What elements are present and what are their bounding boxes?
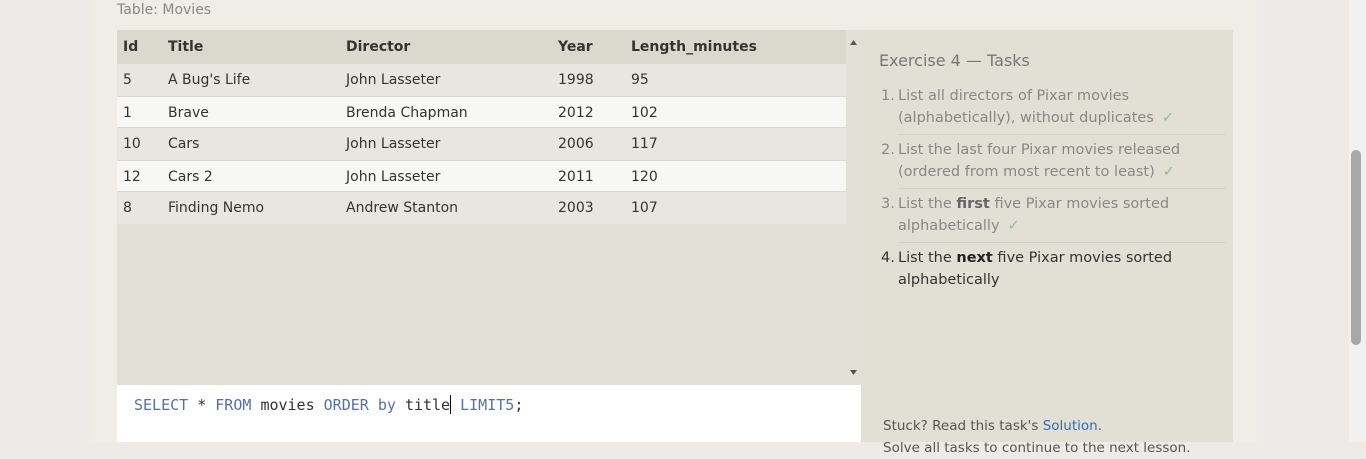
task-text: List the first five Pixar movies sorted … [898,193,1223,237]
table-row: 10 Cars John Lasseter 2006 117 [117,128,846,160]
table-cell: 117 [631,136,658,152]
sql-token: movies [260,396,315,414]
header-row: Id Title Director Year Length_minutes [117,30,846,64]
table-scrollbar[interactable] [846,30,861,385]
task-number: 1. [881,88,895,104]
table-cell: 10 [123,136,141,152]
table-cell: 95 [631,72,649,88]
table-cell: 2012 [558,105,594,121]
table-cell: Andrew Stanton [346,200,459,216]
task-text-part: List the last four Pixar movies released… [898,142,1181,180]
separator [898,188,1226,189]
column-header: Length_minutes [631,39,757,55]
table-cell: 120 [631,169,658,185]
sql-token: LIMIT [460,396,506,414]
footer: Stuck? Read this task's Solution. Solve a… [883,415,1228,459]
table-cell: 1998 [558,72,594,88]
tasks-panel: Exercise 4 — Tasks Stuck? Read this task… [861,30,1233,456]
table-row: 12 Cars 2 John Lasseter 2011 120 [117,160,846,192]
scroll-arrows [850,40,857,375]
check-mark: ✓ [1007,218,1020,234]
task-text-part: five Pixar movies sorted alphabetically [898,196,1170,234]
table-cell: Cars 2 [168,169,213,185]
sql-token: ORDER by [323,396,396,414]
column-header: Title [168,39,204,55]
task-text-part: List the [898,196,957,212]
table-cell: Cars [168,136,200,152]
results-table: Id Title Director Year Length_minutes 5 A Bug'… [117,30,846,385]
table-row: 5 A Bug's Life John Lasseter 1998 95 [117,64,846,96]
table-cell: 5 [123,72,132,88]
column-header: Id [123,39,139,55]
table-cell: John Lasseter [346,136,441,152]
table-cell: Finding Nemo [168,200,265,216]
text-cursor [450,395,452,414]
task-text-part: List all directors of Pixar movies (alph… [898,88,1154,126]
column-header: Director [346,39,411,55]
table-cell: 12 [123,169,141,185]
sql-token: 5 [505,396,515,414]
table-cell: John Lasseter [346,72,441,88]
column-header: Year [558,39,593,55]
check-mark: ✓ [1162,164,1175,180]
task-text-part: five Pixar movies sorted alphabetically [898,250,1173,288]
check-mark: ✓ [1161,110,1175,126]
sql-token: title [404,396,451,414]
table-cell: A Bug's Life [168,72,251,88]
table-cell: John Lasseter [346,169,441,185]
separator [898,242,1226,243]
task-text-part: first [956,196,990,212]
table-row: 8 Finding Nemo Andrew Stanton 2003 107 [117,192,846,224]
sql-token: FROM [215,396,252,414]
task-text: List all directors of Pixar movies (alph… [898,85,1223,129]
sql-token: ; [514,396,524,414]
task-number: 2. [881,142,895,158]
task-number: 4. [881,250,895,266]
solution-link[interactable]: Solution [1042,418,1098,434]
tasks-title: Exercise 4 — Tasks [879,51,1030,70]
page: Table: Movies Id Title Director Year Length_… [117,2,1361,456]
table-cell: 102 [631,105,658,121]
table-row: 1 Brave Brenda Chapman 2012 102 [117,96,846,128]
sql-token: * [197,396,207,414]
scroll-thumb[interactable] [1351,150,1361,345]
separator [898,134,1226,135]
task-number: 3. [881,196,895,212]
table-cell: Brenda Chapman [346,105,468,121]
sql-token: SELECT [134,396,189,414]
table-cell: 2003 [558,200,594,216]
table-cell: 8 [123,200,132,216]
next-text: Solve all tasks to continue to the next … [883,440,1191,456]
stuck-text: Stuck? Read this task's [883,418,1039,434]
table-caption: Table: Movies [117,2,212,18]
table-cell: Brave [168,105,209,121]
task-text: List the last four Pixar movies released… [898,139,1223,183]
task-text: List the next five Pixar movies sorted a… [898,247,1223,291]
sql-editor[interactable]: SELECT * FROM movies ORDER by title LIMI… [117,385,861,442]
table-cell: 1 [123,105,132,121]
task-text-part: next [956,250,993,266]
table-cell: 2006 [558,136,594,152]
period: . [1097,418,1103,434]
table-cell: 2011 [558,169,594,185]
table-cell: 107 [631,200,658,216]
sql-code: SELECT * FROM movies ORDER by title LIMI… [134,395,523,414]
task-text-part: List the [898,250,957,266]
